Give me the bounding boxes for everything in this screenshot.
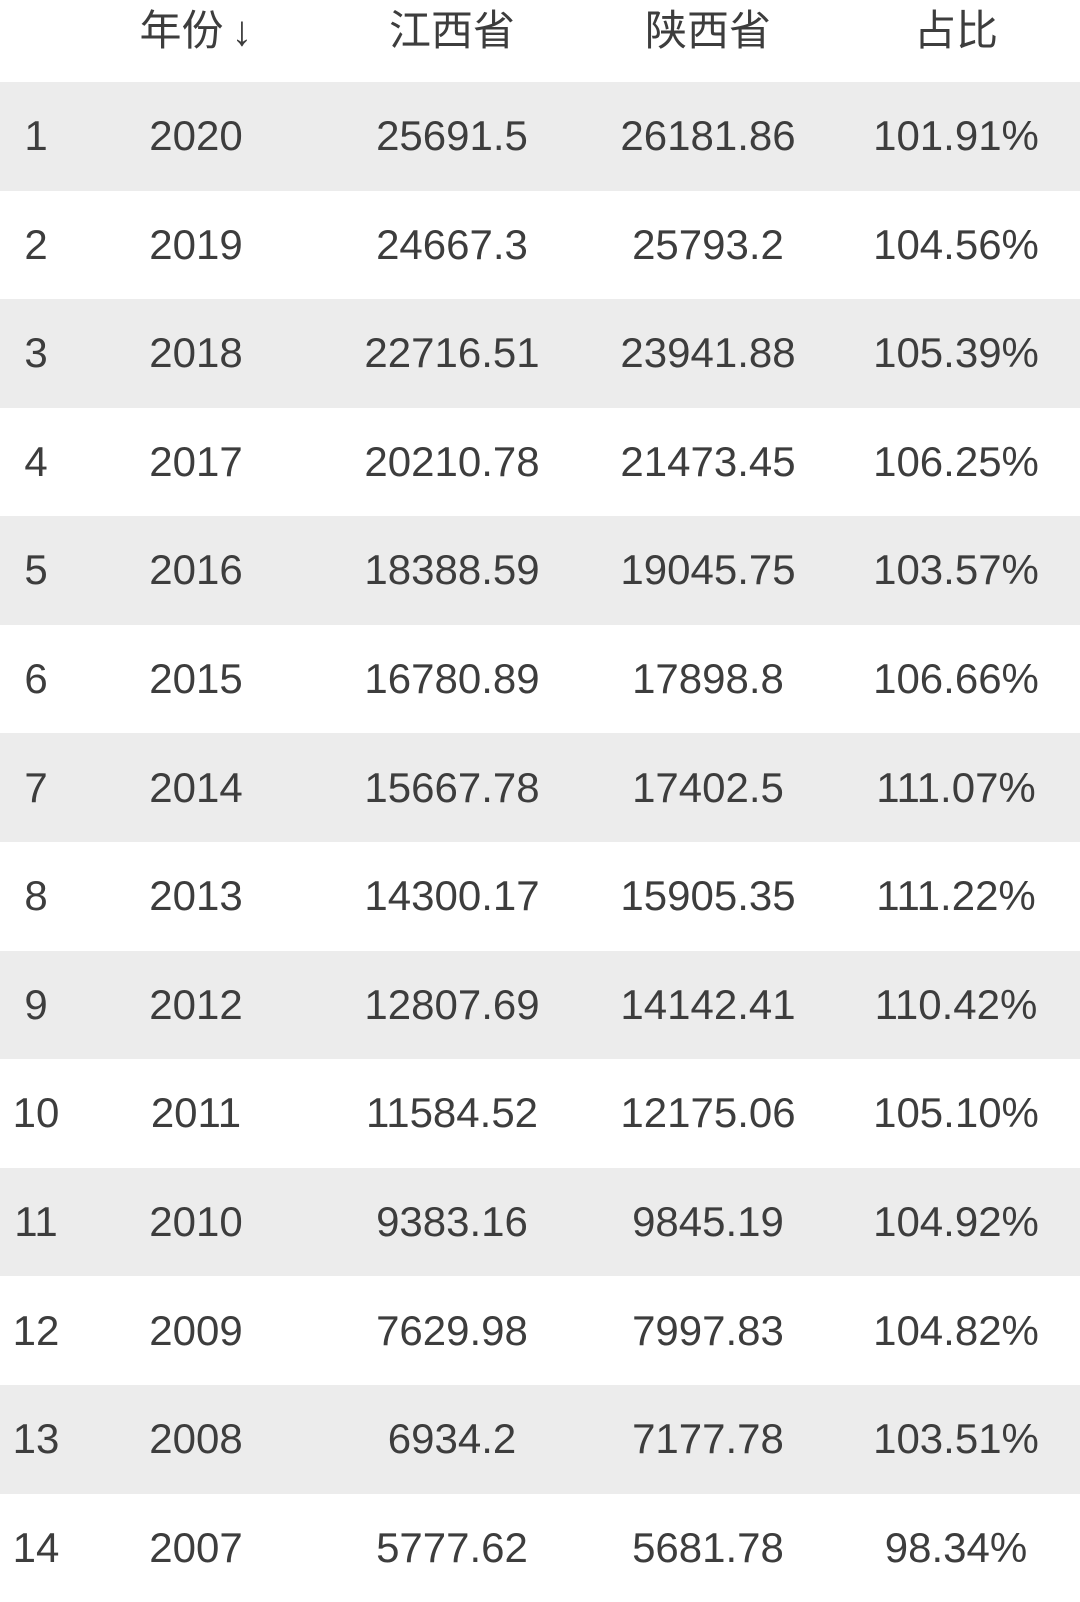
year-cell: 2020 [149,112,243,160]
jiangxi-cell: 20210.78 [364,437,540,485]
shaanxi-cell: 7997.83 [632,1306,784,1354]
index-cell: 14 [12,1523,60,1571]
shaanxi-cell: 9845.19 [632,1197,784,1245]
index-cell: 4 [24,437,48,485]
jiangxi-cell: 16780.89 [364,655,540,703]
year-cell: 2015 [149,655,243,703]
header-shaanxi[interactable]: 陕西省 [644,7,771,54]
ratio-cell: 106.25% [873,437,1039,485]
index-cell: 11 [14,1197,58,1245]
table-row: 11 2010 9383.16 9845.19 104.92% [0,1167,1080,1277]
table-row: 5 2016 18388.59 19045.75 103.57% [0,516,1080,625]
jiangxi-cell: 5777.62 [376,1523,528,1571]
ratio-cell: 103.51% [873,1415,1039,1463]
header-ratio[interactable]: 占比 [913,7,998,54]
year-cell: 2007 [149,1523,243,1571]
jiangxi-cell: 11584.52 [365,1089,539,1137]
shaanxi-cell: 17898.8 [632,655,784,703]
jiangxi-cell: 15667.78 [364,763,540,811]
year-cell: 2012 [149,980,243,1028]
table-row: 9 2012 12807.69 14142.41 110.42% [0,950,1080,1060]
jiangxi-cell: 24667.3 [376,220,528,268]
index-cell: 10 [12,1089,60,1137]
ratio-cell: 104.82% [873,1306,1039,1354]
shaanxi-cell: 23941.88 [620,329,796,377]
ratio-cell: 111.07% [876,763,1036,811]
shaanxi-cell: 15905.35 [620,872,796,920]
table-row: 10 2011 11584.52 12175.06 105.10% [0,1059,1080,1168]
sort-descending-icon: ↓ [231,7,253,54]
index-cell: 8 [24,872,48,920]
table-row: 6 2015 16780.89 17898.8 106.66% [0,625,1080,734]
table-row: 7 2014 15667.78 17402.5 111.07% [0,733,1080,843]
index-cell: 7 [24,763,48,811]
jiangxi-cell: 6934.2 [387,1415,517,1463]
ratio-cell: 104.92% [873,1197,1039,1245]
header-year-label: 年份 [139,7,224,54]
table-row: 14 2007 5777.62 5681.78 98.34% [0,1494,1080,1602]
index-cell: 9 [24,980,48,1028]
shaanxi-cell: 26181.86 [620,112,796,160]
table-row: 8 2013 14300.17 15905.35 111.22% [0,842,1080,951]
table-row: 2 2019 24667.3 25793.2 104.56% [0,191,1080,300]
ratio-cell: 111.22% [876,872,1036,920]
table-row: 1 2020 25691.5 26181.86 101.91% [0,82,1080,191]
index-cell: 12 [12,1306,60,1354]
ratio-cell: 98.34% [884,1523,1028,1571]
ratio-cell: 105.39% [873,329,1039,377]
table-row: 3 2018 22716.51 23941.88 105.39% [0,299,1080,408]
jiangxi-cell: 22716.51 [364,329,540,377]
ratio-cell: 101.91% [873,112,1039,160]
year-cell: 2008 [149,1415,243,1463]
index-cell: 13 [12,1415,60,1463]
ratio-cell: 103.57% [873,546,1039,594]
year-cell: 2016 [149,546,243,594]
year-cell: 2019 [149,220,243,268]
header-year[interactable]: 年份 ↓ [72,0,320,82]
jiangxi-cell: 14300.17 [364,872,540,920]
jiangxi-cell: 12807.69 [364,980,540,1028]
year-cell: 2018 [149,329,243,377]
shaanxi-cell: 19045.75 [620,546,796,594]
year-cell: 2011 [150,1089,242,1137]
year-cell: 2017 [149,437,243,485]
index-cell: 5 [24,546,48,594]
ratio-cell: 105.10% [873,1089,1039,1137]
shaanxi-cell: 7177.78 [632,1415,784,1463]
table-row: 13 2008 6934.2 7177.78 103.51% [0,1384,1080,1494]
shaanxi-cell: 17402.5 [632,763,784,811]
shaanxi-cell: 25793.2 [632,220,784,268]
table-header-row: 年份 ↓ 江西省 陕西省 占比 [0,0,1080,82]
ratio-cell: 110.42% [874,980,1038,1028]
year-cell: 2013 [149,872,243,920]
year-cell: 2010 [149,1197,243,1245]
index-cell: 2 [24,220,48,268]
shaanxi-cell: 14142.41 [620,980,796,1028]
jiangxi-cell: 25691.5 [376,112,528,160]
shaanxi-cell: 5681.78 [632,1523,784,1571]
jiangxi-cell: 9383.16 [376,1197,528,1245]
table-row: 4 2017 20210.78 21473.45 106.25% [0,408,1080,517]
year-cell: 2014 [149,763,243,811]
header-index [0,0,72,82]
shaanxi-cell: 12175.06 [620,1089,796,1137]
header-jiangxi[interactable]: 江西省 [388,7,515,54]
jiangxi-cell: 18388.59 [364,546,540,594]
index-cell: 6 [24,655,48,703]
index-cell: 3 [24,329,48,377]
table-row: 12 2009 7629.98 7997.83 104.82% [0,1276,1080,1385]
ratio-cell: 106.66% [873,655,1039,703]
ratio-cell: 104.56% [873,220,1039,268]
index-cell: 1 [24,112,48,160]
shaanxi-cell: 21473.45 [620,437,796,485]
jiangxi-cell: 7629.98 [376,1306,528,1354]
year-cell: 2009 [149,1306,243,1354]
